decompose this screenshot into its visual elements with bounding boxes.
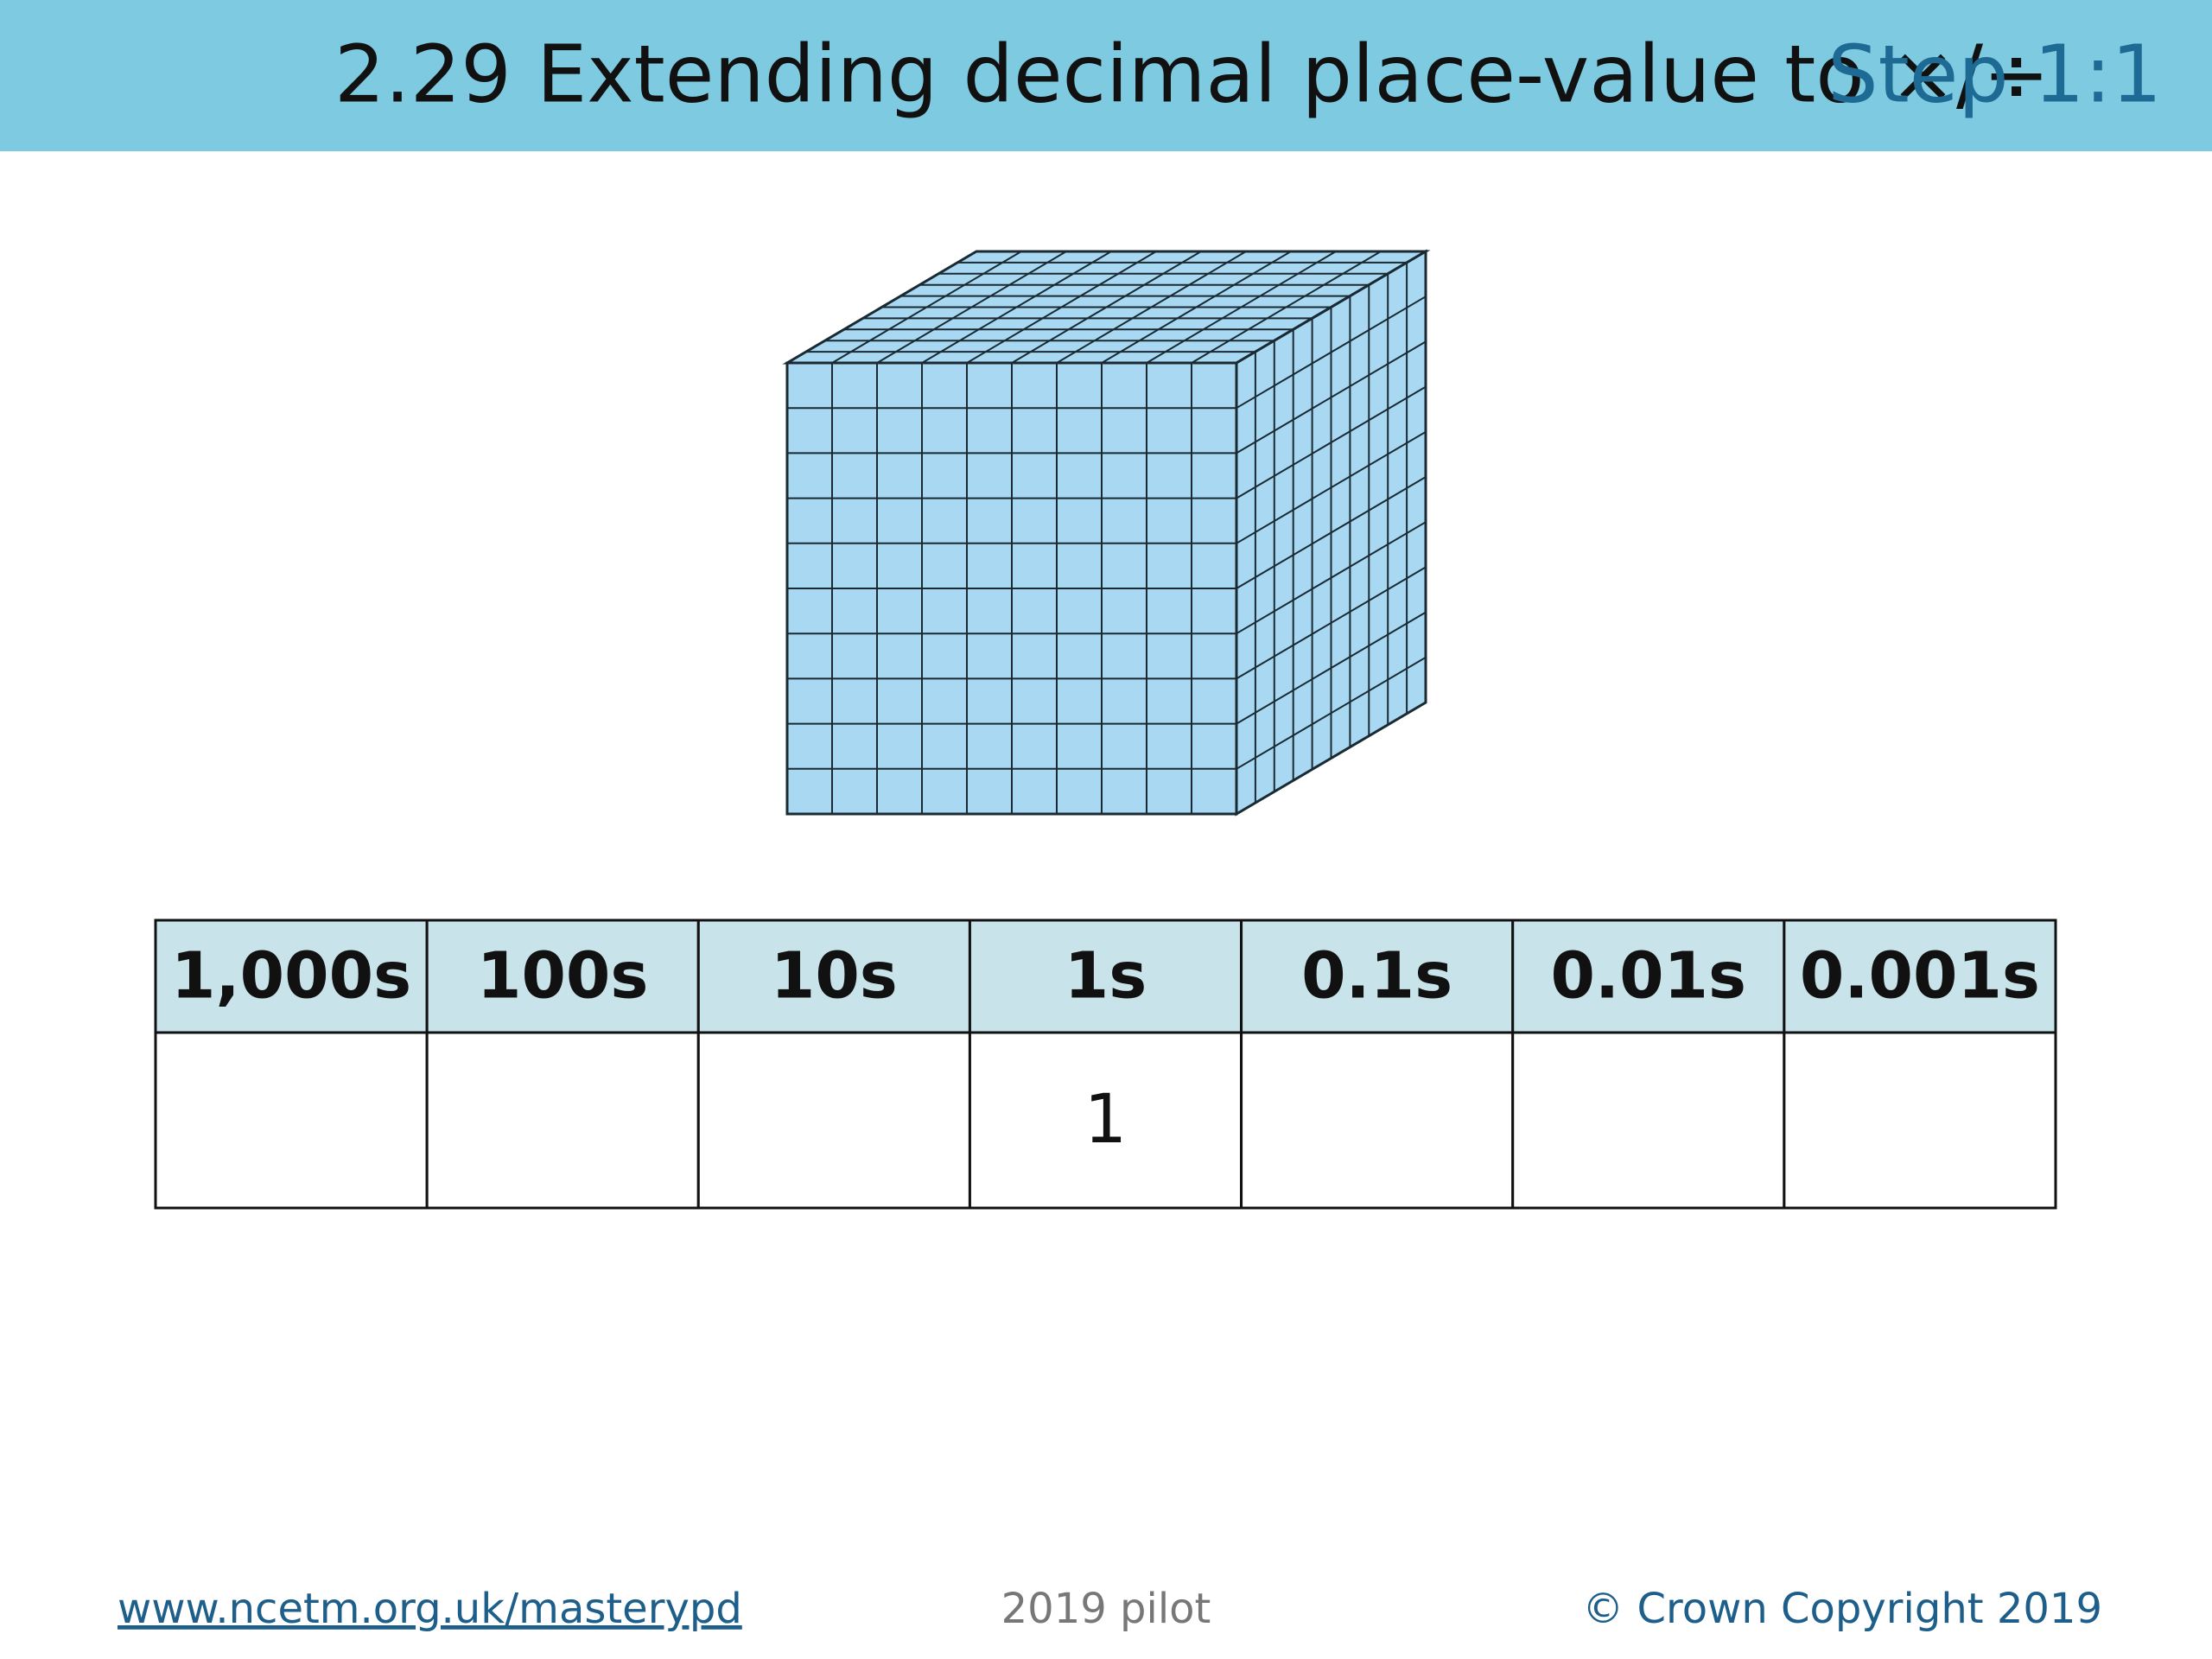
header-cell (696, 918, 971, 1034)
header-text: 10s (771, 939, 898, 1014)
body-cell (425, 1031, 700, 1210)
cube-grid (1146, 251, 1337, 364)
step: Step 1:1 (1827, 28, 2162, 120)
body-cell (154, 1031, 429, 1210)
title: 2.29 Extending decimal place-value to ×/… (334, 28, 2050, 120)
body-cell (1511, 1031, 1786, 1210)
cube-grid (1236, 656, 1427, 770)
header-cell (968, 918, 1243, 1034)
header-band (0, 0, 2212, 151)
cube-grid (1236, 566, 1427, 680)
header-text: 1s (1065, 939, 1147, 1014)
cube-grid (1101, 251, 1292, 364)
cell-text: 1 (1084, 1081, 1128, 1159)
body-cell (696, 1031, 971, 1210)
cube-grid (1056, 251, 1247, 364)
header-text: 0.01s (1550, 939, 1746, 1014)
cube (782, 249, 1431, 817)
body-cell (1783, 1031, 2057, 1210)
cube-grid (1236, 611, 1427, 725)
body-cell (1240, 1031, 1515, 1210)
cube-grid (1191, 251, 1382, 364)
place-value-table: 1,000s 100s 10s 1s 0.1s 0.01s 0.001s 1 (154, 918, 2057, 1210)
cube-grid (1236, 476, 1427, 589)
header-cell (1783, 918, 2057, 1034)
header-text: 100s (477, 939, 649, 1014)
footer-copyright: © Crown Copyright 2019 (1582, 1585, 2102, 1633)
header-text: 0.1s (1301, 939, 1452, 1014)
cube-grid (1236, 521, 1427, 635)
header-text: 0.001s (1800, 939, 2040, 1014)
header-text: 1,000s (171, 939, 411, 1014)
footer-link[interactable]: www.ncetm.org.uk/masterypd (118, 1585, 742, 1633)
footer-center: 2019 pilot (1001, 1585, 1211, 1633)
